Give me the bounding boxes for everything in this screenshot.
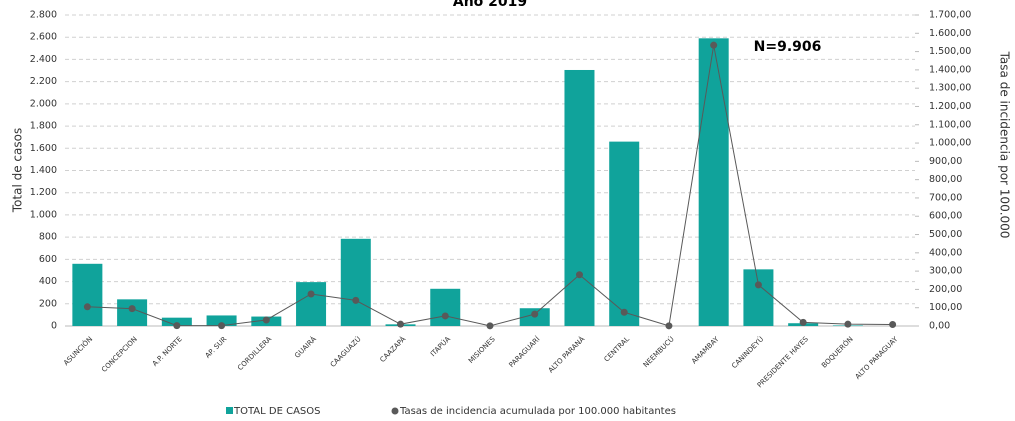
x-tick-label: CAAGUAZÚ xyxy=(328,334,363,369)
y2-tick-label: 1.300,00 xyxy=(929,83,971,94)
x-tick-label: ASUNCIÓN xyxy=(61,334,94,367)
point xyxy=(83,303,91,311)
point xyxy=(262,316,270,324)
x-tick-label: ITAPÚA xyxy=(428,334,452,358)
y-tick-label: 1.400 xyxy=(30,165,57,176)
point xyxy=(620,308,628,316)
bar xyxy=(340,238,371,326)
legend-label: Tasas de incidencia acumulada por 100.00… xyxy=(399,406,676,417)
point xyxy=(799,318,807,326)
y-tick-label: 600 xyxy=(39,254,57,265)
y2-tick-label: 100,00 xyxy=(929,302,962,313)
y-tick-label: 0 xyxy=(51,321,57,332)
x-tick-label: GUAIRÁ xyxy=(293,334,318,359)
point xyxy=(128,305,136,313)
bar xyxy=(430,288,461,326)
bar xyxy=(609,141,640,326)
chart-title: Año 2019 xyxy=(453,0,527,10)
y-tick-label: 1.800 xyxy=(30,121,57,132)
x-tick-label: CANINDEYÚ xyxy=(730,334,766,370)
point xyxy=(352,296,360,304)
y2-tick-label: 400,00 xyxy=(929,247,962,258)
y2-tick-label: 1.200,00 xyxy=(929,101,971,112)
point xyxy=(665,322,673,330)
point xyxy=(218,322,226,330)
y2-tick-label: 0,00 xyxy=(929,321,950,332)
y2-tick-label: 800,00 xyxy=(929,174,962,185)
point xyxy=(441,312,449,320)
x-tick-label: CONCEPCION xyxy=(100,335,139,374)
y2-tick-label: 1.000,00 xyxy=(929,138,971,149)
bar xyxy=(72,263,103,326)
y2-tick-label: 1.700,00 xyxy=(929,10,971,21)
bar xyxy=(743,269,774,326)
point xyxy=(889,321,897,329)
bar xyxy=(564,69,595,327)
y-tick-label: 1.000 xyxy=(30,209,57,220)
y-tick-label: 800 xyxy=(39,232,57,243)
x-tick-label: ALTO PARANÁ xyxy=(546,334,586,374)
y2-tick-label: 700,00 xyxy=(929,192,962,203)
y-tick-label: 2.800 xyxy=(30,10,57,21)
point xyxy=(575,271,583,279)
y-tick-label: 1.600 xyxy=(30,143,57,154)
annotation: N=9.906 xyxy=(754,39,822,55)
point xyxy=(754,281,762,289)
bar xyxy=(296,282,327,326)
x-tick-label: NEEMBUCÚ xyxy=(641,334,676,369)
x-tick-label: MISIONES xyxy=(467,335,497,365)
y2-axis-label: Tasa de incidencia por 100.000 xyxy=(998,51,1012,239)
y-tick-label: 2.000 xyxy=(30,98,57,109)
point xyxy=(173,322,181,330)
y2-tick-label: 1.100,00 xyxy=(929,119,971,130)
x-tick-label: ALTO PARAGUAY xyxy=(854,335,900,381)
y2-tick-label: 1.600,00 xyxy=(929,28,971,39)
y2-tick-label: 200,00 xyxy=(929,284,962,295)
x-tick-label: CENTRAL xyxy=(603,335,631,363)
bar xyxy=(161,317,192,326)
x-tick-label: AMAMBAY xyxy=(690,335,721,366)
point xyxy=(397,320,405,328)
y-tick-label: 2.600 xyxy=(30,32,57,43)
point xyxy=(307,290,315,298)
legend-swatch xyxy=(226,407,233,414)
point xyxy=(844,320,852,328)
x-tick-label: CAAZAPÁ xyxy=(378,334,408,364)
y-tick-label: 400 xyxy=(39,276,57,287)
y-tick-label: 2.200 xyxy=(30,76,57,87)
x-tick-label: PRESIDENTE HAYES xyxy=(756,335,811,390)
y2-tick-label: 500,00 xyxy=(929,229,962,240)
point xyxy=(486,322,494,330)
y2-tick-label: 900,00 xyxy=(929,156,962,167)
y-tick-label: 200 xyxy=(39,298,57,309)
y2-tick-label: 1.500,00 xyxy=(929,46,971,57)
y2-tick-label: 600,00 xyxy=(929,211,962,222)
y2-tick-label: 300,00 xyxy=(929,266,962,277)
x-tick-label: PARAGUARÍ xyxy=(507,334,542,369)
y-axis-label: Total de casos xyxy=(11,128,25,213)
bar xyxy=(206,315,237,326)
point xyxy=(710,41,718,49)
point xyxy=(531,310,539,318)
x-tick-label: CORDILLERA xyxy=(236,335,273,372)
x-tick-label: AP. SUR xyxy=(204,335,229,360)
y-tick-label: 2.400 xyxy=(30,54,57,65)
y-tick-label: 1.200 xyxy=(30,187,57,198)
legend-label: TOTAL DE CASOS xyxy=(233,406,321,417)
x-tick-label: A.P. NORTE xyxy=(151,335,184,368)
bar xyxy=(698,38,729,326)
legend-swatch xyxy=(391,407,399,415)
y2-tick-label: 1.400,00 xyxy=(929,64,971,75)
x-tick-label: BOQUERÓN xyxy=(819,334,854,369)
